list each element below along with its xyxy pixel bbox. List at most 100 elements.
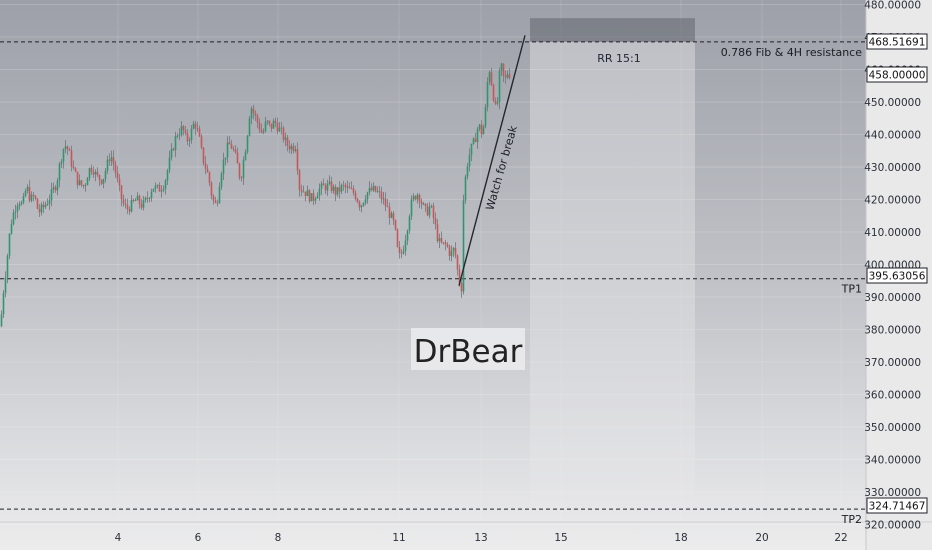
- candle-body: [294, 149, 297, 151]
- y-tick-label: 330.00000: [864, 487, 921, 499]
- candle-body: [272, 120, 275, 129]
- candle-body: [302, 191, 305, 193]
- candle-body: [110, 157, 113, 162]
- candle-body: [412, 195, 415, 200]
- candle-body: [264, 121, 267, 132]
- candle-body: [348, 186, 351, 189]
- candle-body: [396, 229, 399, 247]
- y-tick-label: 350.00000: [864, 422, 921, 434]
- candle-body: [344, 184, 347, 188]
- candle-body: [270, 123, 273, 129]
- candle-body: [224, 157, 227, 160]
- candle-body: [190, 128, 193, 141]
- grid: [0, 0, 866, 525]
- candle-body: [236, 152, 239, 164]
- reward-zone: [530, 41, 695, 510]
- candle-body: [44, 204, 47, 208]
- candle-body: [290, 146, 293, 150]
- candle-body: [126, 205, 129, 210]
- x-tick-label: 4: [115, 532, 122, 544]
- candle-body: [130, 199, 133, 212]
- candle-body: [404, 240, 407, 251]
- candle-body: [268, 120, 271, 124]
- svg-text:395.63056: 395.63056: [869, 271, 926, 283]
- candle-body: [384, 198, 387, 206]
- candle-body: [228, 142, 231, 145]
- candle-body: [154, 185, 157, 189]
- candle-body: [52, 187, 55, 190]
- candle-body: [106, 159, 109, 171]
- candle-body: [214, 200, 217, 203]
- y-tick-label: 370.00000: [864, 357, 921, 369]
- candle-body: [162, 189, 165, 191]
- candle-body: [250, 108, 253, 119]
- svg-text:DrBear: DrBear: [414, 334, 523, 370]
- candle-body: [76, 171, 79, 185]
- candle-body: [196, 128, 199, 130]
- candle-body: [456, 255, 459, 270]
- candle-body: [448, 246, 451, 257]
- candle-body: [478, 124, 481, 130]
- candle-body: [140, 203, 143, 208]
- candle-body: [2, 293, 5, 315]
- candle-body: [70, 150, 73, 167]
- candle-body: [210, 182, 213, 196]
- candle-body: [14, 211, 17, 213]
- candle-body: [444, 242, 447, 245]
- candle-body: [460, 282, 463, 292]
- price-label-current: 458.00000: [866, 66, 928, 83]
- candle-body: [182, 126, 185, 131]
- x-tick-label: 22: [834, 532, 847, 544]
- candle-body: [508, 74, 511, 78]
- candle-body: [490, 72, 493, 86]
- candle-body: [306, 190, 309, 196]
- trendline[interactable]: [458, 35, 526, 286]
- candle-body: [240, 177, 243, 179]
- candles[interactable]: [0, 62, 511, 328]
- plot-background: [0, 0, 866, 550]
- candle-body: [324, 185, 327, 191]
- candle-body: [114, 164, 117, 173]
- y-tick-label: 430.00000: [864, 162, 921, 174]
- candle-body: [184, 130, 187, 133]
- candle-body: [128, 209, 131, 212]
- candle-body: [38, 208, 41, 213]
- candle-body: [136, 195, 139, 201]
- candle-body: [378, 191, 381, 192]
- support-trendline: [458, 35, 526, 286]
- candle-body: [88, 168, 91, 179]
- candle-body: [132, 199, 135, 201]
- candle-body: [78, 180, 81, 185]
- candle-body: [8, 233, 11, 256]
- candle-body: [60, 161, 63, 164]
- x-tick-label: 8: [275, 532, 282, 544]
- candle-body: [258, 122, 261, 130]
- candle-body: [68, 149, 71, 151]
- y-tick-label: 410.00000: [864, 227, 921, 239]
- candle-body: [352, 188, 355, 193]
- candle-body: [266, 120, 269, 122]
- x-tick-label: 20: [755, 532, 768, 544]
- candle-body: [124, 203, 127, 206]
- x-tick-label: 6: [195, 532, 202, 544]
- candle-body: [496, 102, 499, 104]
- candle-body: [454, 247, 457, 256]
- candle-body: [248, 118, 251, 136]
- candle-body: [440, 238, 443, 243]
- candle-body: [66, 146, 69, 150]
- svg-text:468.51691: 468.51691: [869, 37, 926, 49]
- candle-body: [230, 144, 233, 149]
- price-label-resistance: 468.51691: [866, 33, 928, 50]
- candle-body: [24, 190, 27, 197]
- candle-body: [94, 171, 97, 175]
- candle-body: [342, 184, 345, 186]
- candle-body: [438, 238, 441, 242]
- level-label: 0.786 Fib & 4H resistance: [721, 46, 863, 59]
- candle-body: [426, 205, 429, 216]
- candle-body: [244, 151, 247, 161]
- candle-body: [468, 155, 471, 167]
- candle-body: [82, 184, 85, 187]
- candle-body: [292, 146, 295, 151]
- candle-body: [84, 185, 87, 187]
- candle-body: [112, 157, 115, 165]
